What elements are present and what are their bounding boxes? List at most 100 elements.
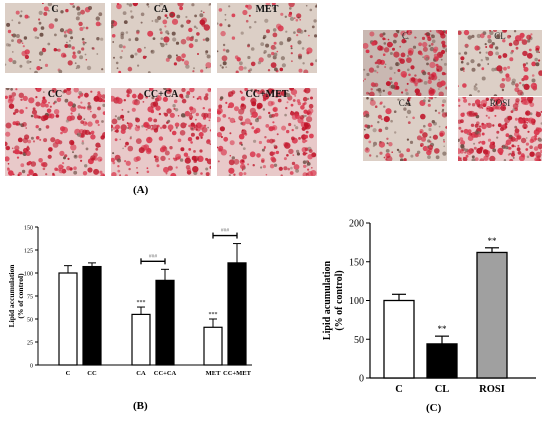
micrograph-cell: [283, 157, 287, 161]
micrograph-cell: [188, 114, 194, 120]
micrograph-cell: [394, 131, 397, 134]
micrograph-cell: [208, 108, 211, 112]
micrograph-cell: [134, 126, 140, 132]
micrograph-cell: [90, 110, 92, 113]
micrograph-cell: [304, 127, 308, 130]
micrograph-cell: [154, 158, 159, 163]
micrograph-cell: [33, 114, 38, 119]
micrograph-right-rosi: ROSI: [458, 97, 542, 161]
micrograph-cell: [137, 93, 144, 100]
micrograph-cell: [200, 136, 203, 139]
micrograph-cell: [523, 66, 529, 72]
micrograph-cell: [126, 3, 129, 6]
micrograph-cell: [179, 6, 183, 11]
micrograph-cell: [111, 128, 113, 132]
micrograph-cell: [285, 30, 288, 33]
micrograph-cell: [363, 68, 366, 71]
micrograph-cell: [487, 116, 491, 119]
micrograph-cell: [203, 124, 207, 127]
micrograph-cell: [299, 115, 305, 120]
micrograph-cell: [308, 108, 314, 114]
micrograph-cell: [258, 57, 264, 63]
micrograph-cell: [95, 21, 101, 27]
micrograph-cell: [169, 146, 173, 150]
micrograph-cell: [8, 57, 13, 63]
micrograph-cell: [399, 58, 405, 64]
micrograph-cell: [165, 30, 169, 34]
micrograph-cell: [67, 157, 70, 160]
micrograph-cell: [398, 150, 402, 154]
micrograph-cell: [169, 129, 172, 132]
micrograph-cell: [262, 108, 266, 111]
micrograph-cell: [473, 142, 476, 145]
micrograph-cell: [293, 17, 296, 19]
micrograph-cell: [164, 25, 167, 28]
micrograph-cell: [153, 118, 158, 123]
micrograph-cell: [146, 167, 149, 170]
micrograph-cell: [87, 121, 93, 127]
micrograph-cell: [7, 163, 10, 165]
micrograph-cell: [151, 96, 155, 100]
micrograph-cell: [481, 140, 486, 145]
micrograph-cell: [95, 147, 99, 151]
micrograph-cell: [458, 148, 462, 154]
micrograph-cell: [280, 56, 285, 61]
micrograph-cell: [386, 142, 389, 145]
micrograph-cell: [25, 106, 28, 110]
micrograph-cell: [54, 18, 58, 22]
micrograph-cell: [492, 148, 497, 153]
micrograph-cell: [252, 164, 255, 167]
micrograph-cell: [458, 30, 462, 35]
micrograph-cell: [505, 73, 510, 78]
micrograph-cell: [504, 143, 509, 147]
micrograph-cell: [393, 81, 399, 86]
micrograph-cell: [511, 144, 515, 148]
panel-b-caption: (B): [133, 400, 148, 412]
micrograph-cell: [534, 57, 538, 62]
micrograph-cell: [25, 127, 28, 129]
micrograph-cell: [241, 159, 245, 163]
micrograph-cell: [59, 28, 65, 33]
micrograph-cell: [222, 61, 227, 66]
micrograph-cell: [84, 53, 87, 56]
micrograph-cell: [383, 47, 390, 53]
micrograph-cell: [301, 47, 305, 50]
micrograph-cell: [48, 9, 50, 12]
micrograph-cell: [77, 95, 81, 99]
micrograph-cell: [258, 115, 262, 120]
micrograph-cell: [307, 122, 310, 125]
micrograph-cell: [278, 166, 283, 171]
micrograph-cell: [169, 112, 175, 118]
micrograph-cell: [222, 48, 226, 52]
micrograph-cell: [63, 30, 67, 34]
micrograph-cell: [233, 158, 240, 165]
micrograph-cell: [123, 99, 126, 102]
micrograph-cell: [5, 131, 11, 137]
micrograph-cell: [184, 110, 191, 117]
micrograph-cell: [205, 50, 209, 54]
micrograph-cell: [290, 166, 293, 170]
micrograph-cell: [192, 70, 195, 73]
y-axis-label-line: (% of control): [16, 273, 25, 319]
micrograph-cell: [284, 15, 287, 18]
micrograph-cell: [284, 113, 287, 117]
micrograph-cell: [374, 69, 377, 73]
micrograph-cell: [269, 127, 272, 130]
micrograph-cell: [387, 38, 390, 41]
micrograph-cell: [111, 20, 115, 25]
micrograph-cell: [73, 170, 78, 175]
micrograph-cell: [196, 27, 198, 30]
micrograph-cell: [416, 135, 422, 141]
micrograph-cell: [177, 138, 182, 143]
micrograph-cell: [271, 51, 275, 56]
micrograph-cell: [101, 68, 104, 71]
micrograph-cell: [384, 66, 386, 68]
micrograph-cell: [64, 98, 69, 103]
micrograph-cell: [190, 141, 193, 144]
micrograph-cell: [196, 32, 200, 36]
micrograph-cell: [43, 11, 48, 16]
micrograph-cell: [5, 88, 10, 91]
panel-c-caption: (C): [426, 402, 442, 414]
micrograph-cell: [34, 88, 38, 90]
micrograph-cell: [113, 56, 115, 59]
